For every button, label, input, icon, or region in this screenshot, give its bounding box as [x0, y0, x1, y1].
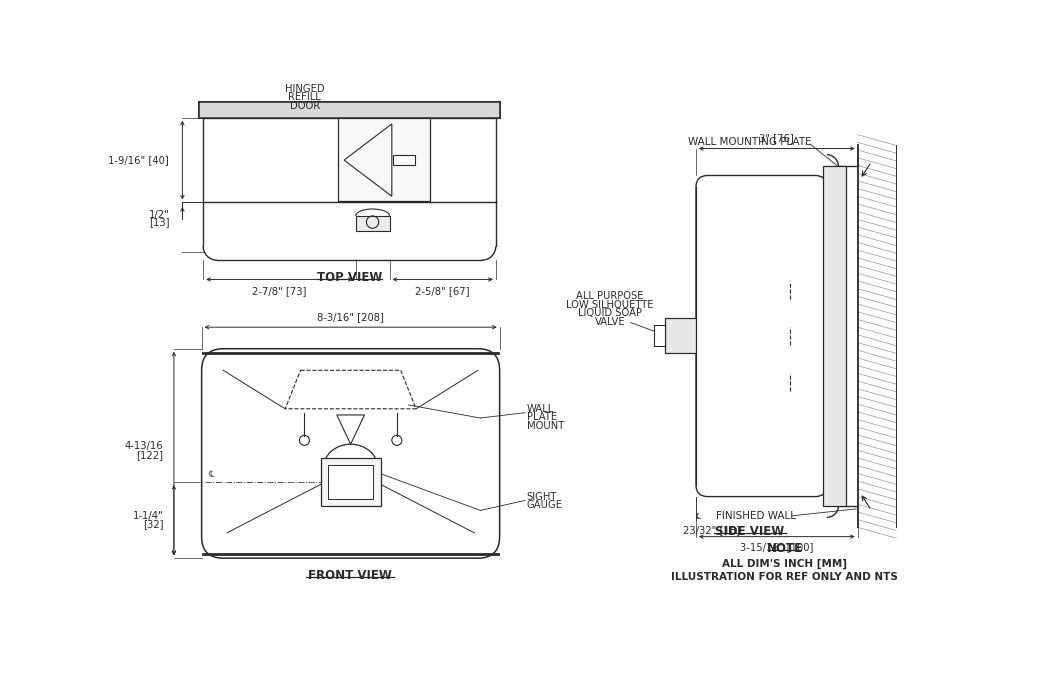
Text: 2-5/8" [67]: 2-5/8" [67] — [416, 285, 470, 296]
Text: LOW SILHOUETTE: LOW SILHOUETTE — [566, 300, 653, 310]
Text: FRONT VIEW: FRONT VIEW — [308, 569, 392, 582]
Text: SIDE VIEW: SIDE VIEW — [715, 525, 784, 538]
Bar — [338, 118, 430, 201]
Bar — [329, 465, 373, 499]
Text: ℄: ℄ — [208, 470, 214, 479]
Text: 1/2": 1/2" — [149, 210, 170, 220]
Text: 1-9/16" [40]: 1-9/16" [40] — [108, 155, 168, 165]
Bar — [394, 156, 415, 165]
Text: HINGED: HINGED — [285, 84, 324, 94]
Text: 4-13/16: 4-13/16 — [125, 441, 163, 451]
Text: [13]: [13] — [149, 217, 170, 228]
Text: WALL MOUNTING PLATE: WALL MOUNTING PLATE — [688, 137, 812, 147]
Text: 3-15/16" [100]: 3-15/16" [100] — [740, 542, 814, 552]
FancyBboxPatch shape — [202, 348, 500, 558]
Text: 8-3/16" [208]: 8-3/16" [208] — [317, 312, 384, 322]
Bar — [356, 216, 390, 231]
Text: LIQUID SOAP: LIQUID SOAP — [578, 308, 642, 318]
Text: WALL: WALL — [527, 404, 553, 414]
Text: [32]: [32] — [143, 519, 163, 529]
Text: FINISHED WALL: FINISHED WALL — [716, 511, 796, 521]
Text: REFILL: REFILL — [289, 93, 321, 102]
Text: 3" [76]: 3" [76] — [759, 133, 794, 143]
Text: ALL PURPOSE: ALL PURPOSE — [576, 292, 644, 301]
Text: TOP VIEW: TOP VIEW — [317, 272, 382, 285]
Text: DOOR: DOOR — [290, 101, 320, 111]
Text: PLATE: PLATE — [527, 412, 556, 423]
Text: [122]: [122] — [136, 450, 163, 460]
Text: 1-1/4": 1-1/4" — [132, 511, 163, 521]
Text: 2-7/8" [73]: 2-7/8" [73] — [252, 285, 307, 296]
Text: GAUGE: GAUGE — [527, 500, 563, 510]
Text: VALVE: VALVE — [594, 317, 625, 327]
Text: MOUNT: MOUNT — [527, 421, 564, 431]
Text: ℄: ℄ — [695, 512, 700, 521]
FancyBboxPatch shape — [696, 176, 827, 497]
Text: ALL DIM'S INCH [MM]: ALL DIM'S INCH [MM] — [722, 559, 847, 569]
Bar — [823, 166, 846, 506]
Bar — [320, 458, 381, 506]
Text: ILLUSTRATION FOR REF ONLY AND NTS: ILLUSTRATION FOR REF ONLY AND NTS — [671, 572, 898, 582]
Bar — [666, 318, 696, 353]
Text: SIGHT: SIGHT — [527, 492, 556, 501]
Bar — [200, 102, 500, 118]
Bar — [654, 325, 666, 346]
Text: 23/32" [18]: 23/32" [18] — [682, 525, 740, 535]
Text: NOTE: NOTE — [766, 543, 802, 556]
